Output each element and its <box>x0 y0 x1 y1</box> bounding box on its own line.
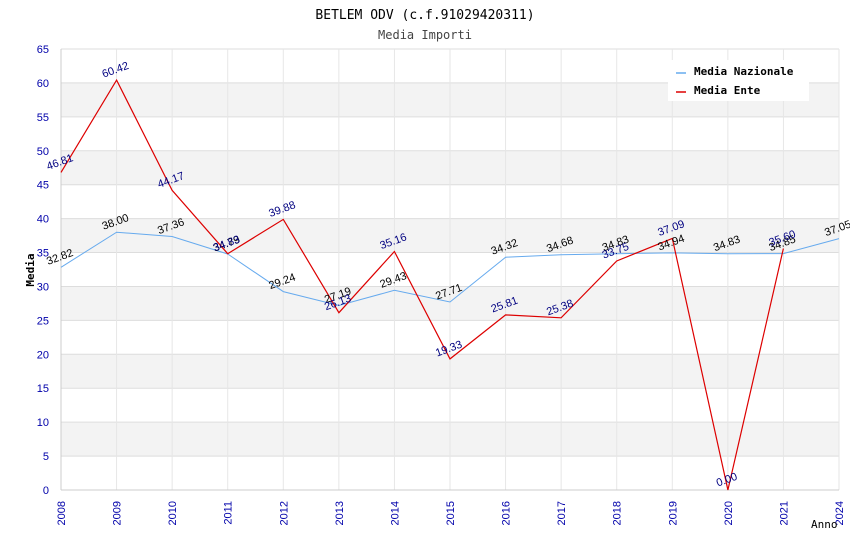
x-tick-label: 2018 <box>612 501 624 525</box>
y-tick-label: 60 <box>37 78 49 90</box>
data-label-media-ente: 39.88 <box>267 199 297 220</box>
x-tick-label: 2020 <box>723 501 735 525</box>
x-axis-label: Anno <box>811 518 838 531</box>
x-tick-label: 2019 <box>667 501 679 525</box>
y-tick-label: 5 <box>43 451 49 463</box>
series-line-media-nazionale <box>60 231 840 307</box>
series-line-media-ente <box>60 78 784 491</box>
x-tick-label: 2024 <box>834 501 846 525</box>
x-tick-label: 2011 <box>223 501 235 525</box>
legend: Media Nazionale Media Ente <box>668 60 809 101</box>
x-tick-label: 2017 <box>556 501 568 525</box>
y-tick-label: 65 <box>37 44 49 56</box>
chart-subtitle: Media Importi <box>378 28 472 42</box>
y-tick-label: 35 <box>37 248 49 260</box>
x-tick-label: 2014 <box>389 501 401 525</box>
x-tick-label: 2013 <box>334 501 346 525</box>
x-tick-label: 2012 <box>278 501 290 525</box>
y-tick-label: 50 <box>37 146 49 158</box>
x-tick-label: 2015 <box>445 501 457 525</box>
y-tick-label: 15 <box>37 383 49 395</box>
legend-label-media-nazionale: Media Nazionale <box>694 65 794 78</box>
x-tick-label: 2008 <box>56 501 68 525</box>
x-tick-label: 2010 <box>167 501 179 525</box>
y-tick-labels: 0 5 10 15 20 25 30 35 40 45 50 55 60 65 <box>37 44 49 497</box>
chart-title: BETLEM ODV (c.f.91029420311) <box>315 8 534 23</box>
x-tick-label: 2021 <box>778 501 790 525</box>
x-tick-label: 2009 <box>112 501 124 525</box>
y-tick-label: 30 <box>37 281 49 293</box>
legend-box <box>668 60 809 101</box>
data-label-media-nazionale: 32.82 <box>45 247 75 268</box>
series-lines <box>60 78 840 491</box>
y-tick-label: 40 <box>37 214 49 226</box>
y-tick-label: 45 <box>37 180 49 192</box>
gridlines <box>60 48 840 491</box>
y-tick-label: 20 <box>37 349 49 361</box>
x-tick-labels: 2008 2009 2010 2011 2012 2013 2014 2015 2016 2017… <box>56 501 846 525</box>
y-tick-label: 25 <box>37 315 49 327</box>
x-tick-label: 2016 <box>501 501 513 525</box>
data-label-media-ente: 60.42 <box>101 60 131 81</box>
axes <box>60 49 839 491</box>
y-tick-label: 0 <box>43 485 49 497</box>
y-tick-label: 55 <box>37 112 49 124</box>
y-tick-label: 10 <box>37 417 49 429</box>
y-axis-label: Media <box>24 253 37 286</box>
legend-label-media-ente: Media Ente <box>694 84 761 97</box>
